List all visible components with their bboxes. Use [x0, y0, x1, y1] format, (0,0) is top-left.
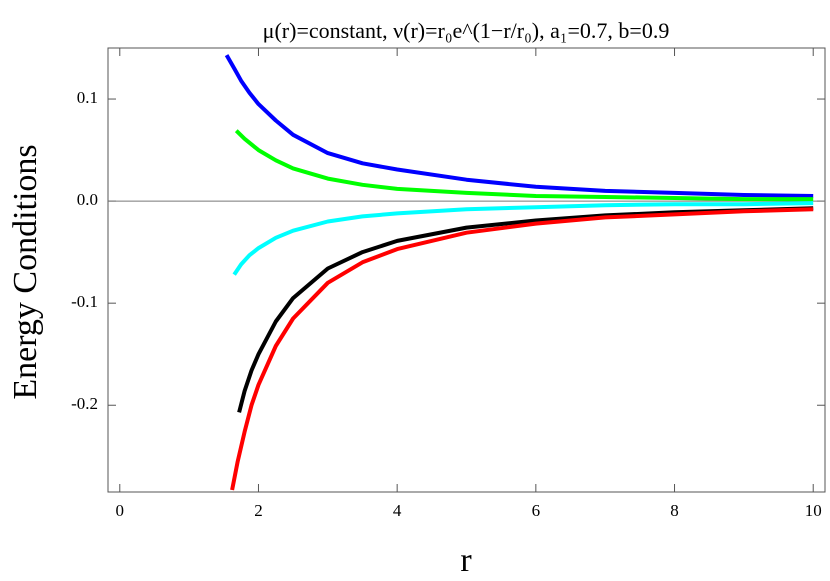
x-tick-label: 2 — [254, 501, 263, 520]
plot-frame — [107, 47, 826, 493]
x-tick-label: 8 — [670, 501, 679, 520]
series-line — [234, 129, 814, 202]
y-tick-label: -0.1 — [71, 292, 98, 311]
chart-title: μ(r)=constant, ν(r)=r₀e^(1−r/r₀), a₁=0.7… — [263, 18, 670, 43]
y-tick-label: -0.2 — [71, 394, 98, 413]
y-axis-label: Energy Conditions — [7, 144, 44, 399]
series-line — [224, 54, 814, 198]
y-tick-label: 0.0 — [77, 190, 98, 209]
x-tick-label: 10 — [805, 501, 822, 520]
y-tick-label: 0.1 — [77, 88, 98, 107]
x-tick-label: 4 — [393, 501, 402, 520]
x-tick-label: 6 — [532, 501, 541, 520]
x-tick-label: 0 — [116, 501, 125, 520]
series-line — [237, 206, 814, 413]
series-line — [230, 207, 814, 491]
x-axis-label: r — [460, 542, 472, 579]
series-line — [232, 201, 814, 276]
